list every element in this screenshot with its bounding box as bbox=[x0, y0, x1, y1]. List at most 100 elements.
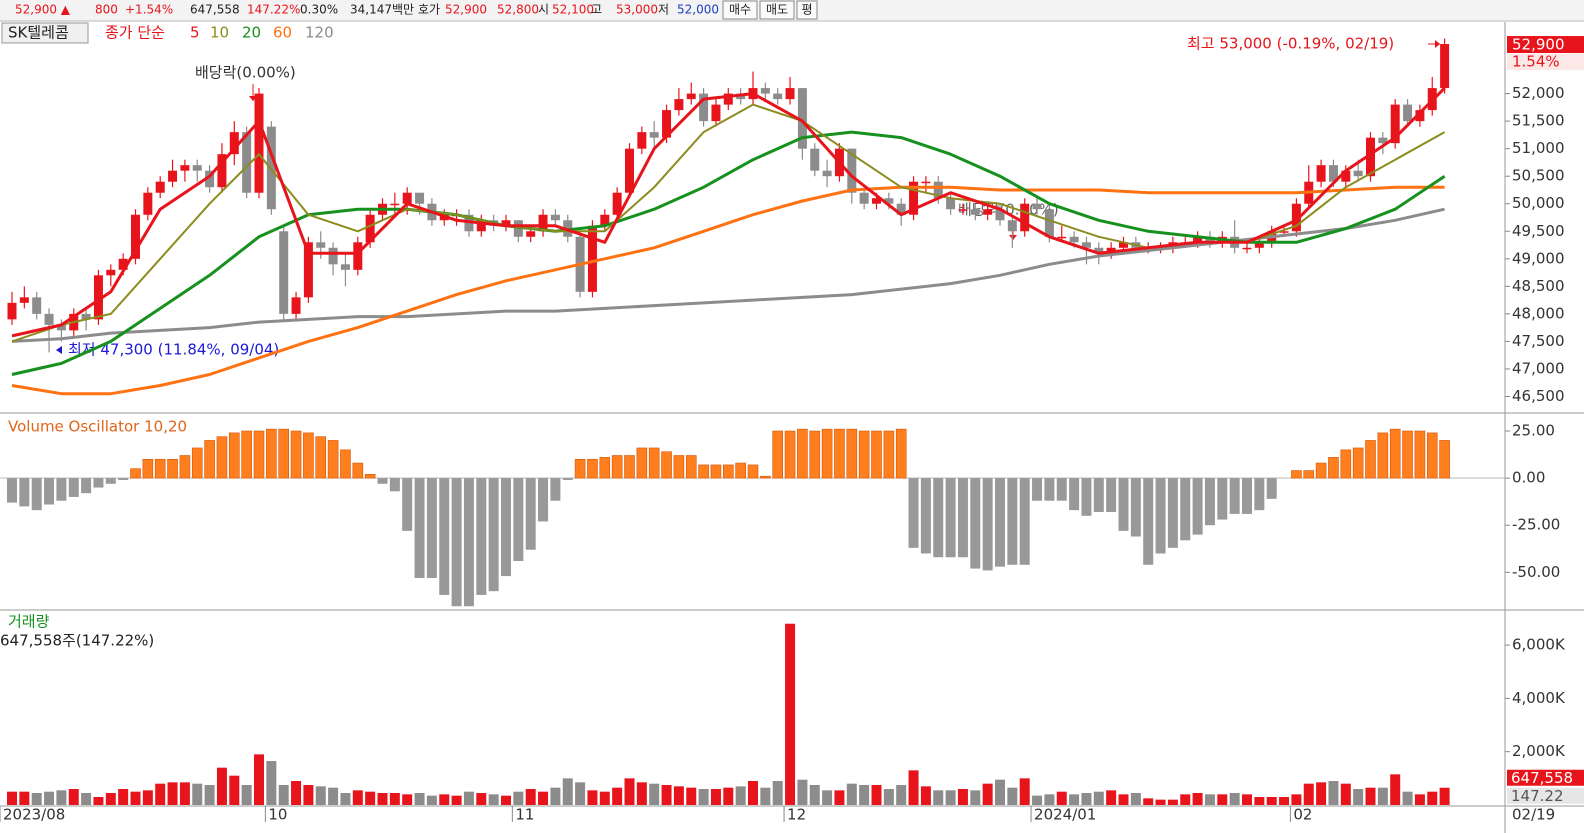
bar bbox=[290, 430, 302, 479]
bar bbox=[19, 791, 30, 805]
candle-body bbox=[118, 258, 128, 270]
toolbar-button[interactable] bbox=[796, 0, 818, 20]
bar bbox=[624, 778, 635, 805]
candle-body bbox=[649, 132, 659, 138]
bar bbox=[760, 787, 771, 805]
symbol-box[interactable] bbox=[1, 22, 89, 44]
bar bbox=[809, 785, 820, 805]
bar bbox=[846, 783, 857, 805]
bar bbox=[44, 478, 55, 505]
candle-body bbox=[1254, 242, 1264, 248]
candle-body bbox=[662, 110, 672, 138]
bar bbox=[1056, 791, 1067, 805]
bar bbox=[1266, 478, 1277, 499]
y-tick-label: 50,000 bbox=[1512, 194, 1565, 212]
bar bbox=[945, 790, 956, 805]
bar bbox=[648, 447, 660, 479]
bar bbox=[315, 786, 326, 805]
candle-body bbox=[291, 297, 301, 314]
bar bbox=[1118, 794, 1129, 805]
y-tick-label: 52,000 bbox=[1512, 84, 1565, 102]
candle-body bbox=[1316, 165, 1326, 182]
bar bbox=[735, 462, 746, 479]
candle-body bbox=[884, 198, 894, 204]
bar bbox=[1303, 470, 1315, 479]
bar bbox=[1377, 432, 1389, 479]
bar bbox=[1414, 430, 1426, 479]
bar bbox=[1217, 794, 1228, 805]
bar bbox=[167, 458, 178, 479]
toolbar-button[interactable] bbox=[759, 0, 795, 20]
candle-body bbox=[402, 192, 412, 204]
candle-body bbox=[550, 214, 560, 221]
candle-body bbox=[1403, 104, 1413, 122]
bar bbox=[1155, 799, 1166, 805]
candle-body bbox=[970, 209, 980, 215]
candle-body bbox=[896, 203, 906, 215]
candle-body bbox=[168, 170, 178, 182]
bar bbox=[19, 478, 30, 507]
bar bbox=[68, 789, 79, 805]
bar bbox=[377, 478, 388, 484]
top-bar-item: 호가 bbox=[418, 3, 440, 17]
candle-body bbox=[279, 231, 289, 314]
bar bbox=[340, 793, 351, 805]
bar bbox=[797, 428, 808, 479]
bar bbox=[772, 781, 783, 805]
bar bbox=[118, 478, 129, 480]
bar bbox=[1426, 432, 1438, 479]
candle-body bbox=[921, 181, 931, 184]
bar bbox=[1192, 478, 1203, 535]
bar bbox=[599, 457, 611, 479]
bar bbox=[698, 789, 709, 805]
bar bbox=[1106, 790, 1117, 805]
bar bbox=[723, 787, 734, 805]
bar bbox=[599, 791, 610, 805]
candle-body bbox=[1007, 220, 1017, 232]
last-price-box bbox=[1507, 36, 1584, 54]
candle-body bbox=[958, 209, 968, 211]
ma-legend-label: 종가 단순 bbox=[105, 24, 165, 42]
bar bbox=[229, 432, 240, 479]
x-tick-label: 02 bbox=[1293, 806, 1312, 824]
top-bar-item: 52,800 bbox=[497, 3, 539, 17]
bar bbox=[1402, 430, 1413, 479]
last-volume-ratio-label: 147.22 bbox=[1511, 787, 1564, 805]
bar bbox=[155, 783, 166, 805]
top-bar-item: 52,000 bbox=[677, 3, 719, 17]
toolbar-button[interactable] bbox=[722, 0, 758, 20]
bar bbox=[957, 478, 968, 558]
candle-body bbox=[1057, 236, 1067, 239]
bar bbox=[1093, 478, 1104, 513]
bar bbox=[266, 428, 277, 479]
bar bbox=[1204, 478, 1215, 526]
bar bbox=[451, 795, 462, 805]
top-bar-item: 시 bbox=[538, 3, 549, 17]
candle-body bbox=[340, 264, 350, 270]
top-bar-item: 0.30% bbox=[300, 3, 338, 17]
bar bbox=[1254, 478, 1265, 511]
y-tick-label: -25.00 bbox=[1512, 516, 1560, 534]
bar bbox=[1019, 778, 1030, 805]
bar bbox=[686, 787, 697, 805]
y-tick-label: 49,000 bbox=[1512, 249, 1565, 267]
annotation-arrow-head bbox=[1009, 235, 1017, 240]
candle-body bbox=[686, 93, 696, 100]
bar bbox=[414, 478, 425, 578]
bar bbox=[920, 786, 931, 805]
candle-body bbox=[155, 181, 165, 193]
bar bbox=[871, 430, 882, 479]
candle-body bbox=[995, 209, 1005, 221]
bar bbox=[81, 793, 92, 805]
candle-body bbox=[1291, 203, 1301, 232]
bar bbox=[1167, 478, 1178, 548]
top-bar-item: +1.54% bbox=[125, 3, 173, 17]
bar bbox=[661, 451, 672, 479]
bar bbox=[1328, 457, 1339, 479]
bar bbox=[513, 791, 524, 805]
bar bbox=[1365, 787, 1376, 805]
top-bar-item: 저 bbox=[658, 3, 669, 17]
candle-body bbox=[637, 132, 647, 149]
candle-body bbox=[872, 198, 881, 204]
bar bbox=[254, 754, 264, 805]
